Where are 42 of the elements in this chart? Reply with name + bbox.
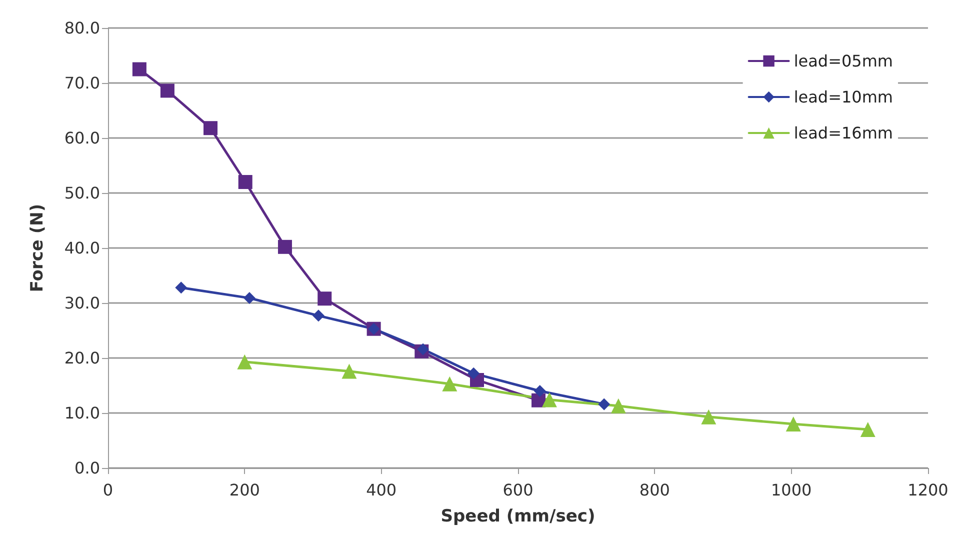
point xyxy=(542,392,557,408)
point xyxy=(278,240,292,254)
point xyxy=(237,354,252,370)
point xyxy=(468,367,480,380)
y-tick-label: 40.0 xyxy=(64,238,100,258)
point xyxy=(786,416,801,432)
legend-label: lead=16mm xyxy=(794,124,893,142)
point xyxy=(610,398,626,414)
x-tick-label: 200 xyxy=(229,480,260,500)
point xyxy=(417,343,430,356)
point xyxy=(312,310,324,322)
y-tick-label: 60.0 xyxy=(64,128,100,148)
point xyxy=(160,84,174,98)
point xyxy=(175,282,188,294)
x-tick-label: 1200 xyxy=(908,480,948,500)
legend-label: lead=05mm xyxy=(794,52,893,70)
x-tick-label: 0 xyxy=(102,480,114,500)
point xyxy=(701,409,716,424)
y-axis-title: Force (N) xyxy=(28,204,48,292)
point xyxy=(238,175,252,189)
y-tick-label: 70.0 xyxy=(64,74,100,92)
y-tick-label: 0.0 xyxy=(74,458,100,478)
point xyxy=(204,121,218,136)
y-tick-label: 30.0 xyxy=(64,294,100,312)
point xyxy=(860,422,876,437)
x-tick-label: 600 xyxy=(502,480,534,500)
y-tick-label: 20.0 xyxy=(64,348,100,368)
point xyxy=(318,292,332,306)
point xyxy=(132,62,146,76)
y-tick-label: 10.0 xyxy=(64,404,100,422)
x-tick-label: 1000 xyxy=(770,480,812,500)
x-tick-label: 800 xyxy=(639,480,670,500)
x-tick-label: 400 xyxy=(366,480,397,500)
point xyxy=(243,292,256,304)
y-tick-label: 50.0 xyxy=(64,184,100,202)
point xyxy=(534,385,546,397)
point xyxy=(598,398,610,410)
y-tick-label: 80.0 xyxy=(64,18,100,38)
x-axis-title: Speed (mm/sec) xyxy=(440,506,596,526)
point xyxy=(342,364,357,379)
point xyxy=(442,376,458,392)
legend-label: lead=10mm xyxy=(794,88,893,106)
